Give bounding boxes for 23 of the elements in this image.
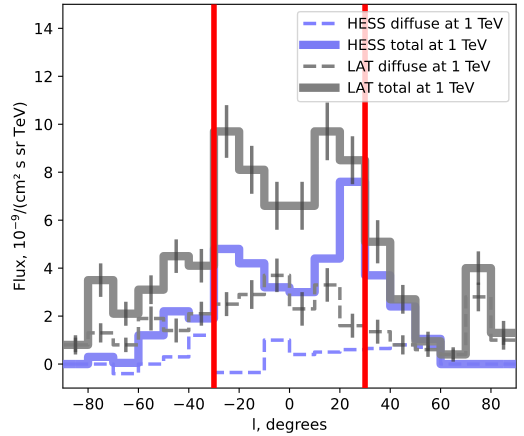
x-tick-label: 20 bbox=[331, 398, 349, 410]
y-tick-label: 8 bbox=[44, 166, 52, 178]
y-axis-title: Flux, 10$^{−9}$/(cm² s sr TeV) bbox=[11, 102, 27, 290]
legend-label: HESS diffuse at 1 TeV bbox=[348, 17, 503, 29]
y-tick-label: 12 bbox=[35, 70, 52, 82]
x-tick-label: −60 bbox=[124, 398, 154, 410]
y-tick-label: 4 bbox=[44, 262, 52, 274]
x-tick-label: −40 bbox=[174, 398, 204, 410]
y-tick-label: 2 bbox=[44, 310, 52, 322]
y-tick-label: 10 bbox=[35, 118, 52, 130]
y-tick-label: 14 bbox=[35, 23, 52, 34]
x-tick-label: 40 bbox=[381, 398, 399, 410]
x-tick-label: 60 bbox=[432, 398, 450, 410]
x-tick-label: 0 bbox=[286, 398, 294, 410]
y-tick-label: 6 bbox=[44, 214, 52, 226]
legend-label: HESS total at 1 TeV bbox=[348, 38, 487, 50]
x-tick-label: −20 bbox=[224, 398, 254, 410]
legend-label: LAT diffuse at 1 TeV bbox=[348, 60, 490, 72]
x-axis-title: l, degrees bbox=[253, 418, 326, 433]
y-tick-label: 0 bbox=[44, 358, 52, 370]
x-tick-label: 80 bbox=[482, 398, 500, 410]
x-tick-label: −80 bbox=[74, 398, 104, 410]
legend-label: LAT total at 1 TeV bbox=[348, 82, 474, 93]
